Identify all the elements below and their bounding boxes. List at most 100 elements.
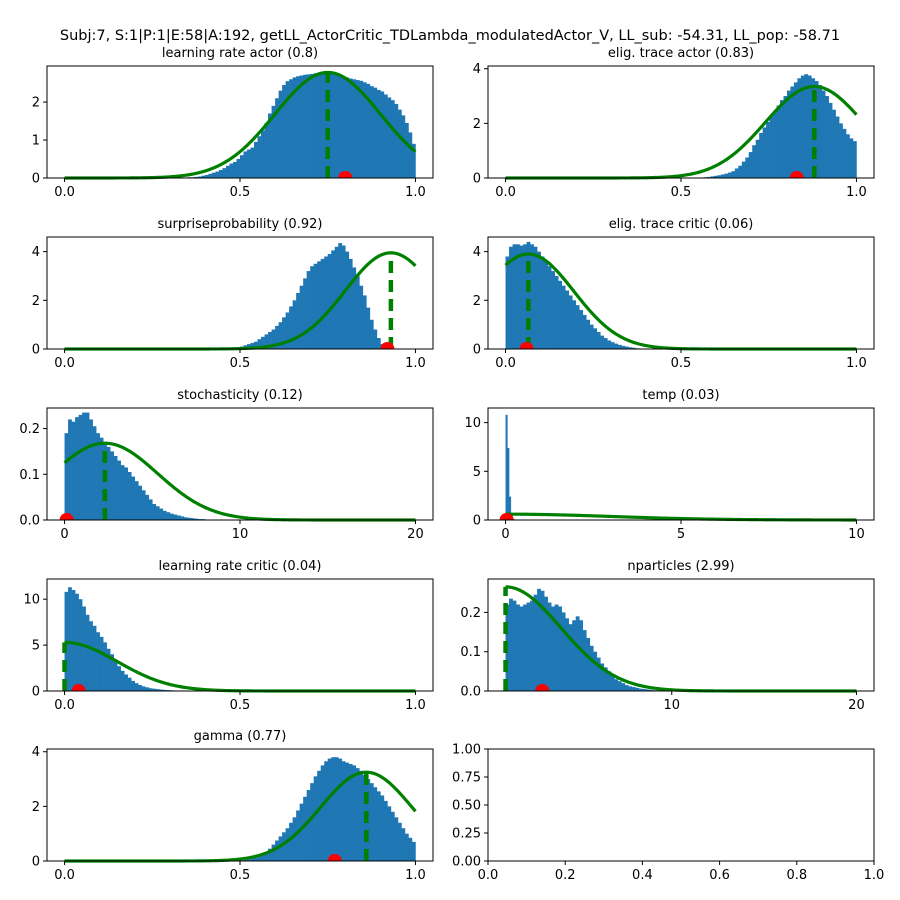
hist-bar bbox=[341, 761, 346, 861]
hist-bar bbox=[278, 90, 283, 178]
hist-bar bbox=[317, 261, 322, 349]
hist-bar bbox=[596, 657, 601, 691]
hist-bar bbox=[176, 515, 181, 520]
hist-bar bbox=[117, 666, 121, 691]
y-tick-label: 0.2 bbox=[460, 606, 481, 621]
hist-bar bbox=[600, 335, 605, 349]
hist-bar bbox=[832, 109, 836, 178]
hist-bar bbox=[575, 305, 580, 349]
subplot-title: gamma (0.77) bbox=[194, 729, 287, 744]
hist-bar bbox=[201, 175, 206, 178]
hist-bar bbox=[533, 246, 538, 349]
hist-bar bbox=[324, 256, 329, 349]
hist-bar bbox=[247, 149, 251, 178]
hist-bar bbox=[124, 467, 129, 520]
true-value-marker bbox=[59, 513, 74, 520]
hist-bar bbox=[828, 102, 833, 178]
subplot-title: stochasticity (0.12) bbox=[177, 388, 302, 403]
hist-bar bbox=[166, 512, 171, 520]
hist-bar bbox=[582, 630, 587, 691]
y-tick-label: 0 bbox=[473, 514, 481, 529]
hist-bar bbox=[383, 94, 388, 178]
hist-bar bbox=[113, 660, 118, 691]
hist-bar bbox=[394, 103, 399, 178]
y-tick-label: 1.00 bbox=[452, 743, 481, 758]
hist-bar bbox=[731, 171, 736, 178]
x-tick-label: 1.0 bbox=[864, 868, 885, 883]
hist-bar bbox=[544, 596, 548, 691]
axes-frame bbox=[487, 578, 875, 692]
hist-bar bbox=[264, 122, 269, 178]
hist-bar bbox=[561, 285, 566, 349]
hist-bar bbox=[264, 851, 269, 861]
hist-bar bbox=[800, 75, 805, 178]
hist-bar bbox=[289, 822, 293, 861]
hist-bar bbox=[390, 811, 395, 861]
hist-bar bbox=[394, 817, 399, 861]
x-tick-label: 0.0 bbox=[495, 356, 516, 371]
hist-bar bbox=[71, 590, 76, 691]
y-tick-label: 0 bbox=[473, 172, 481, 187]
hist-bar bbox=[99, 437, 104, 520]
hist-bar bbox=[397, 822, 402, 861]
hist-bar bbox=[345, 251, 350, 349]
hist-bar bbox=[261, 854, 265, 861]
x-tick-label: 0.5 bbox=[230, 698, 251, 713]
hist-bar bbox=[523, 604, 527, 691]
hist-bar bbox=[607, 671, 612, 691]
hist-bar bbox=[275, 840, 279, 861]
hist-bar bbox=[331, 73, 336, 178]
hist-bar bbox=[401, 828, 406, 861]
hist-bar bbox=[296, 76, 300, 178]
hist-bar bbox=[124, 674, 129, 691]
hist-bar bbox=[141, 686, 146, 691]
axes-frame bbox=[487, 407, 875, 521]
hist-bar bbox=[313, 263, 318, 349]
hist-bar bbox=[155, 506, 160, 520]
hist-bar bbox=[603, 667, 608, 691]
hist-bar bbox=[103, 642, 107, 691]
hist-bar bbox=[397, 109, 402, 178]
hist-bar bbox=[134, 481, 139, 520]
hist-bar bbox=[516, 604, 520, 691]
subplot-9: gamma (0.77) 0.0 0.5 1.0 0 2 4 bbox=[32, 729, 434, 883]
hist-bar bbox=[825, 96, 829, 178]
hist-bar bbox=[169, 513, 174, 520]
hist-bar bbox=[617, 681, 622, 691]
hist-bar bbox=[211, 172, 216, 178]
hist-bar bbox=[254, 857, 258, 861]
y-tick-label: 2 bbox=[473, 117, 481, 132]
hist-bar bbox=[804, 74, 809, 178]
y-tick-label: 4 bbox=[473, 62, 481, 77]
hist-bar bbox=[82, 412, 86, 520]
hist-bar bbox=[92, 426, 97, 520]
hist-bar bbox=[537, 251, 541, 349]
y-tick-label: 0.00 bbox=[452, 855, 481, 870]
hist-bar bbox=[593, 328, 598, 349]
hist-bar bbox=[78, 414, 83, 520]
hist-bar bbox=[780, 100, 784, 178]
hist-bar bbox=[250, 342, 255, 349]
hist-bar bbox=[547, 602, 552, 691]
subplot-title: elig. trace critic (0.06) bbox=[609, 217, 754, 232]
hist-bar bbox=[303, 74, 307, 178]
hist-bar bbox=[303, 278, 307, 349]
hist-bar bbox=[593, 651, 598, 691]
hist-bar bbox=[250, 858, 255, 861]
hist-bar bbox=[148, 688, 153, 691]
hist-bar bbox=[537, 588, 541, 691]
fit-curve bbox=[505, 512, 857, 522]
hist-bar bbox=[180, 516, 185, 520]
x-tick-label: 10 bbox=[663, 698, 680, 713]
hist-bar bbox=[289, 306, 293, 349]
hist-bar bbox=[519, 606, 524, 691]
y-tick-label: 2 bbox=[473, 294, 481, 309]
hist-bar bbox=[317, 72, 322, 178]
hist-bar bbox=[120, 465, 125, 520]
hist-bar bbox=[127, 677, 132, 691]
hist-bar bbox=[348, 78, 353, 178]
hist-bar bbox=[282, 832, 286, 861]
hist-bar bbox=[631, 687, 636, 691]
hist-bar bbox=[359, 80, 364, 178]
hist-bar bbox=[232, 162, 237, 178]
